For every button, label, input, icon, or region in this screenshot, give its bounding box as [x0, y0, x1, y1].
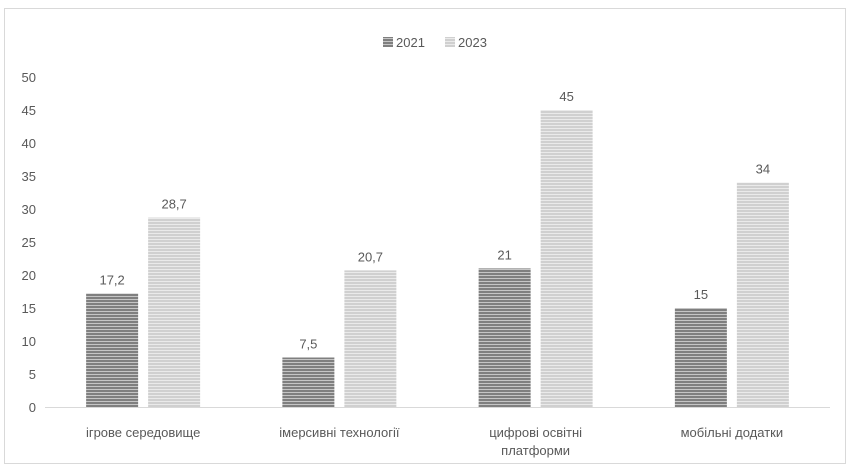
legend: 2021 2023 [383, 35, 487, 50]
data-label: 21 [497, 247, 511, 262]
y-tick-label: 40 [22, 136, 36, 151]
data-label: 45 [559, 89, 573, 104]
bar-2023-2 [540, 110, 593, 407]
data-label: 15 [694, 287, 708, 302]
x-tick-label: мобільні додатки [681, 425, 784, 440]
y-tick-label: 15 [22, 301, 36, 316]
y-tick-label: 25 [22, 235, 36, 250]
bars: 17,2 7,5 21 15 28,7 20,7 45 34 [86, 89, 789, 407]
x-tick-label: платформи [501, 443, 570, 458]
x-tick-label: імерсивні технології [279, 425, 400, 440]
x-tick-label: ігрове середовище [86, 425, 200, 440]
y-tick-label: 50 [22, 70, 36, 85]
x-tick-label: цифрові освітні [489, 425, 582, 440]
legend-label-2021: 2021 [396, 35, 425, 50]
data-label: 7,5 [299, 337, 317, 352]
data-label: 34 [756, 162, 770, 177]
y-tick-label: 5 [29, 367, 36, 382]
data-label: 20,7 [358, 249, 383, 264]
y-tick-label: 30 [22, 202, 36, 217]
bar-2021-2 [478, 268, 531, 407]
legend-swatch-2023 [445, 37, 455, 47]
y-tick-label: 10 [22, 334, 36, 349]
y-tick-label: 0 [29, 400, 36, 415]
y-axis: 0 5 10 15 20 25 30 35 40 45 50 [22, 70, 36, 415]
bar-2023-1 [344, 270, 397, 407]
x-axis: ігрове середовище імерсивні технології циф… [45, 407, 830, 458]
bar-2023-0 [148, 217, 201, 407]
bar-2021-3 [674, 308, 727, 407]
data-label: 28,7 [161, 197, 186, 212]
data-label: 17,2 [99, 272, 124, 287]
bar-2023-3 [736, 182, 789, 407]
y-tick-label: 45 [22, 103, 36, 118]
legend-swatch-2021 [383, 37, 393, 47]
y-tick-label: 20 [22, 268, 36, 283]
bar-2021-0 [86, 293, 139, 407]
bar-2021-1 [282, 357, 335, 407]
y-tick-label: 35 [22, 169, 36, 184]
legend-label-2023: 2023 [458, 35, 487, 50]
